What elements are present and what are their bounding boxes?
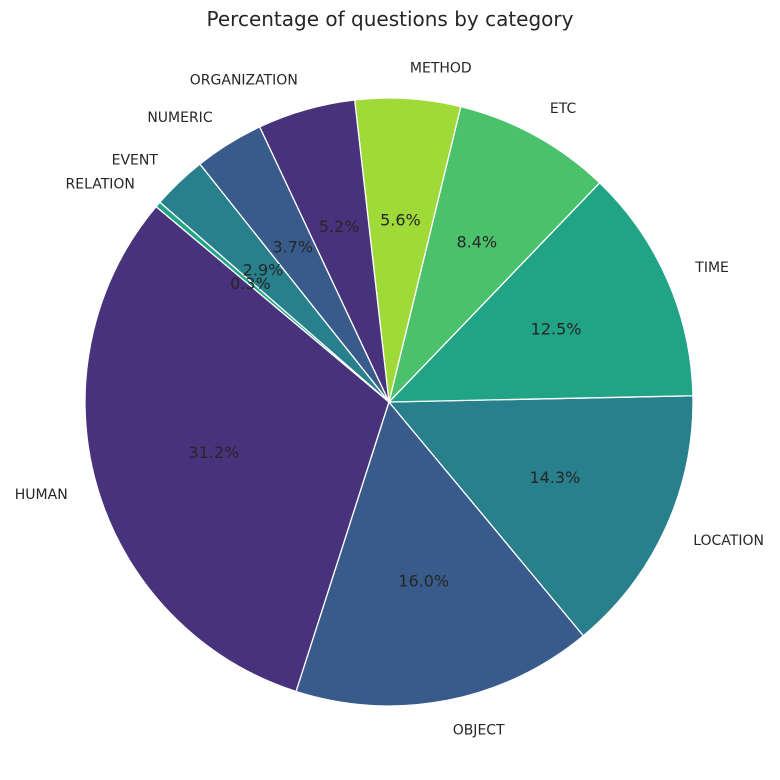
pie-slice-time bbox=[388, 182, 694, 403]
category-label-location: LOCATION bbox=[693, 533, 764, 549]
pie-slice-human bbox=[84, 205, 390, 693]
percent-label-organization: 5.2% bbox=[319, 217, 360, 236]
percent-label-numeric: 3.7% bbox=[272, 238, 313, 257]
chart-title: Percentage of questions by category bbox=[207, 7, 574, 31]
category-label-time: TIME bbox=[694, 260, 729, 276]
category-label-numeric: NUMERIC bbox=[147, 110, 213, 126]
pie-slice-relation bbox=[155, 201, 390, 403]
percent-label-time: 12.5% bbox=[531, 319, 582, 338]
percent-label-object: 16.0% bbox=[398, 572, 449, 591]
pie-slices bbox=[84, 97, 694, 707]
category-label-event: EVENT bbox=[112, 152, 159, 168]
pie-slice-object bbox=[295, 401, 585, 707]
percent-label-method: 5.6% bbox=[380, 211, 421, 230]
percent-label-location: 14.3% bbox=[529, 468, 580, 487]
category-label-organization: ORGANIZATION bbox=[190, 72, 298, 88]
percent-label-relation: 0.3% bbox=[230, 274, 271, 293]
category-label-etc: ETC bbox=[550, 101, 577, 117]
category-label-method: METHOD bbox=[410, 60, 472, 76]
category-label-object: OBJECT bbox=[453, 722, 505, 738]
category-label-human: HUMAN bbox=[15, 487, 68, 503]
pie-slice-location bbox=[388, 395, 694, 637]
pie-labels: 31.2% HUMAN 16.0% OBJECT 14.3% LOCATION 12.5% T… bbox=[15, 60, 764, 738]
percent-label-event: 2.9% bbox=[243, 261, 284, 280]
category-label-relation: RELATION bbox=[66, 177, 135, 193]
percent-label-human: 31.2% bbox=[188, 443, 239, 462]
pie-slice-etc bbox=[388, 105, 601, 403]
percent-label-etc: 8.4% bbox=[456, 233, 497, 252]
